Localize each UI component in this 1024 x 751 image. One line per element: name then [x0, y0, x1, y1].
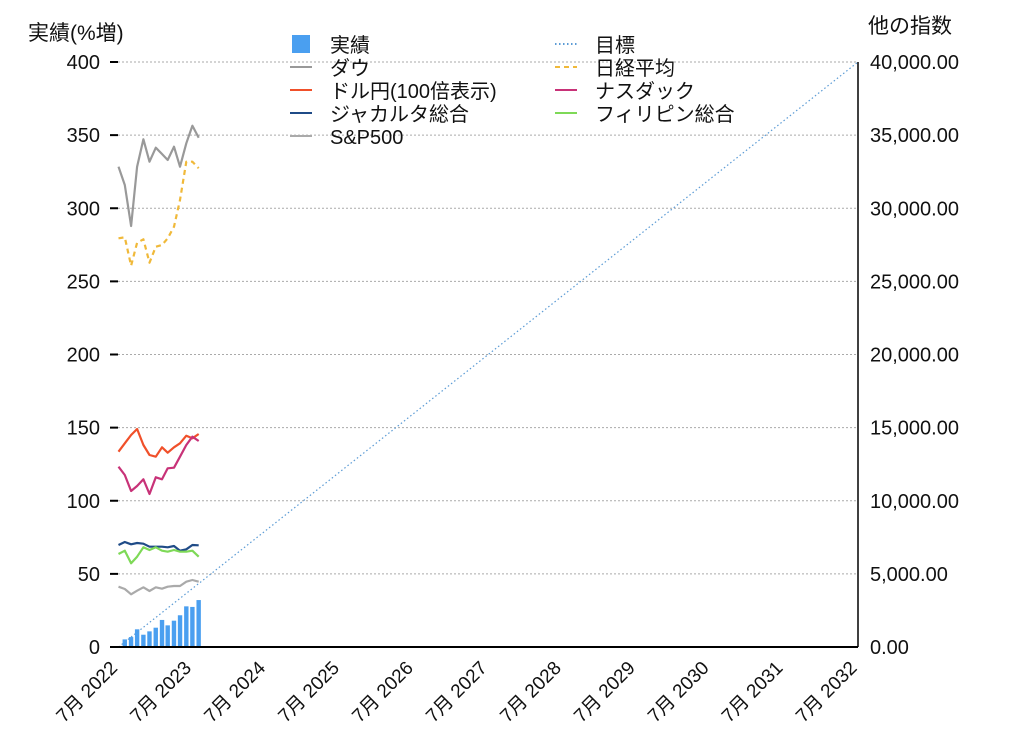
right-tick-label: 30,000.00 [870, 198, 959, 220]
left-tick-label: 250 [67, 271, 100, 293]
series-line [118, 540, 199, 552]
legend-label: ナスダック [595, 80, 695, 103]
x-tick-label: 7月 2028 [496, 658, 565, 727]
bar [134, 629, 140, 647]
legend-label: 日経平均 [595, 57, 675, 80]
bar [128, 637, 134, 647]
right-tick-label: 20,000.00 [870, 345, 959, 367]
right-tick-label: 25,000.00 [870, 271, 959, 293]
axes: 0 50 100 150 200 250 300 350 400 0.00 5,000.00 10,0… [53, 52, 959, 727]
left-tick-label: 300 [67, 198, 100, 220]
lines-group [117, 61, 859, 648]
left-tick-label: 200 [67, 345, 100, 367]
series-line [118, 578, 199, 596]
x-tick-label: 7月 2024 [201, 657, 271, 727]
bar [171, 620, 177, 647]
left-axis-title: 実績(%増) [28, 22, 124, 45]
x-tick-label: 7月 2031 [718, 658, 787, 727]
x-tick-label: 7月 2026 [348, 658, 417, 727]
x-tick-label: 7月 2023 [127, 658, 196, 727]
left-tick-label: 150 [67, 418, 100, 440]
gridlines [110, 61, 858, 575]
x-tick-label: 7月 2022 [53, 658, 122, 727]
legend-label: ジャカルタ総合 [330, 103, 469, 126]
x-tick-label: 7月 2030 [644, 658, 713, 727]
bar [165, 625, 170, 647]
series-line [117, 435, 200, 496]
bar [190, 606, 195, 647]
left-tick-label: 50 [78, 564, 100, 586]
bar [177, 615, 183, 647]
legend-label: フィリピン総合 [595, 103, 735, 126]
right-axis-title: 他の指数 [868, 15, 952, 38]
series-line [117, 427, 200, 458]
right-tick-label: 10,000.00 [870, 491, 959, 513]
x-tick-label: 7月 2027 [422, 658, 491, 727]
bar [159, 619, 165, 647]
series-line [117, 546, 200, 565]
bar [184, 606, 189, 647]
left-tick-label: 400 [67, 52, 100, 74]
left-tick-label: 100 [67, 491, 100, 513]
right-tick-label: 5,000.00 [870, 564, 948, 586]
series-line [117, 124, 200, 228]
right-tick-label: 35,000.00 [870, 125, 959, 147]
series-line [118, 160, 200, 267]
bar [141, 634, 146, 647]
right-tick-label: 40,000.00 [870, 52, 959, 74]
x-tick-label: 7月 2025 [275, 658, 344, 727]
legend-swatch [292, 35, 310, 53]
bar [147, 631, 152, 647]
legend-label: 実績 [330, 34, 370, 57]
legend-label: S&P500 [330, 127, 403, 149]
bar [122, 639, 127, 647]
x-tick-label: 7月 2032 [792, 658, 861, 727]
right-tick-label: 15,000.00 [870, 418, 959, 440]
legend-label: 目標 [595, 34, 635, 57]
target-line [118, 61, 859, 648]
left-tick-label: 350 [67, 125, 100, 147]
bars-group [122, 600, 201, 647]
bar [196, 600, 201, 647]
left-tick-label: 0 [89, 637, 100, 659]
bar [153, 627, 158, 647]
right-tick-label: 0.00 [870, 637, 909, 659]
legend-label: ドル円(100倍表示) [330, 80, 497, 103]
legend-label: ダウ [330, 57, 370, 80]
x-tick-label: 7月 2029 [570, 658, 639, 727]
